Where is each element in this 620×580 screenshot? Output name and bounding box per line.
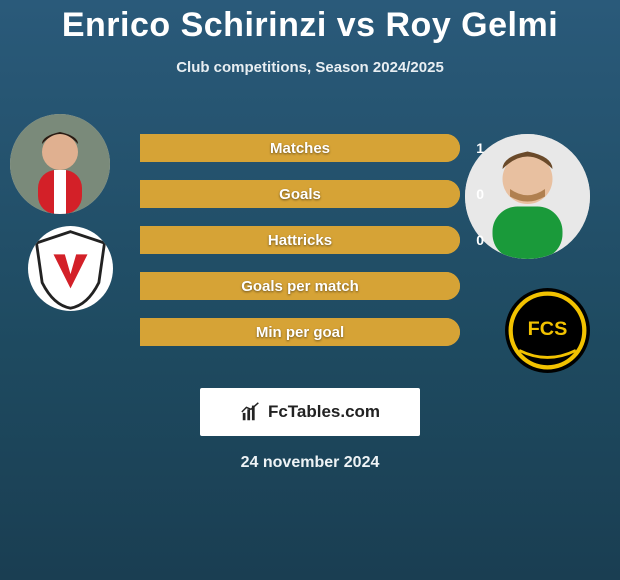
player2-club-logo: FCS: [505, 288, 590, 373]
bar-value-right: 0: [476, 180, 484, 208]
stat-row: Min per goal: [140, 318, 460, 346]
bar-label: Goals: [140, 180, 460, 208]
chart-icon: [240, 401, 262, 423]
bar-label: Min per goal: [140, 318, 460, 346]
bar-label: Hattricks: [140, 226, 460, 254]
subtitle: Club competitions, Season 2024/2025: [0, 59, 620, 76]
bar-value-right: 0: [476, 226, 484, 254]
comparison-panel: FCS Matches1Goals0Hattricks0Goals per ma…: [0, 106, 620, 366]
bar-label: Matches: [140, 134, 460, 162]
bar-value-right: 1: [476, 134, 484, 162]
svg-text:FCS: FCS: [528, 318, 568, 340]
bar-label: Goals per match: [140, 272, 460, 300]
page-title: Enrico Schirinzi vs Roy Gelmi: [0, 0, 620, 45]
branding-text: FcTables.com: [268, 402, 380, 422]
player1-club-logo: [28, 226, 113, 311]
stat-bars: Matches1 Goals0 Hattricks0 Goals per match M…: [140, 134, 460, 364]
date-text: 24 november 2024: [0, 454, 620, 472]
stat-row: Goals0: [140, 180, 460, 208]
stat-row: Goals per match: [140, 272, 460, 300]
stat-row: Hattricks0: [140, 226, 460, 254]
stat-row: Matches1: [140, 134, 460, 162]
player1-avatar: [10, 114, 110, 214]
branding-badge: FcTables.com: [200, 388, 420, 436]
